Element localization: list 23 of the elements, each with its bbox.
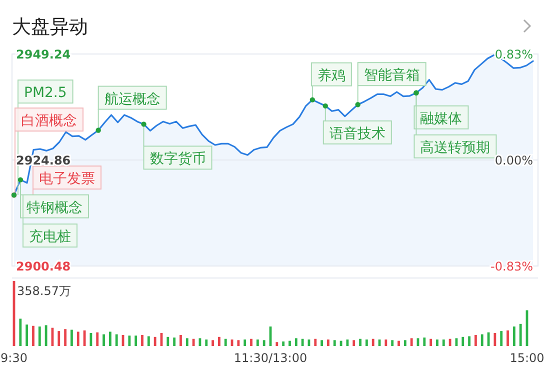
annotation: 充电桩: [29, 229, 71, 246]
y2-tick-label: -0.83%: [490, 260, 533, 274]
annotation: 高送转预期: [420, 140, 490, 156]
x-tick-label: 11:30/13:00: [234, 351, 308, 365]
y2-tick-label: 0.83%: [494, 48, 533, 62]
annotation: 数字货币: [150, 151, 206, 168]
x-tick-label: 15:00: [510, 351, 544, 365]
annotation: 航运概念: [104, 91, 160, 108]
annotation: 智能音箱: [364, 68, 420, 84]
y-tick-label: 2900.48: [16, 260, 71, 274]
annotation: 特钢概念: [26, 200, 82, 216]
annotation: 养鸡: [317, 68, 346, 84]
annotation: 电子发票: [39, 171, 95, 188]
y-tick-label: 2949.24: [16, 48, 71, 62]
annotation: 白酒概念: [21, 113, 77, 130]
x-tick-label: 9:30: [0, 351, 28, 365]
y-tick-label: 2924.86: [16, 154, 71, 168]
annotation: 358.57万: [17, 284, 71, 298]
annotation: 融媒体: [420, 110, 462, 127]
annotation: 语音技术: [329, 126, 386, 142]
chart-title: 大盘异动: [12, 16, 88, 38]
y2-tick-label: 0.00%: [494, 154, 533, 168]
annotation: PM2.5: [24, 85, 67, 102]
